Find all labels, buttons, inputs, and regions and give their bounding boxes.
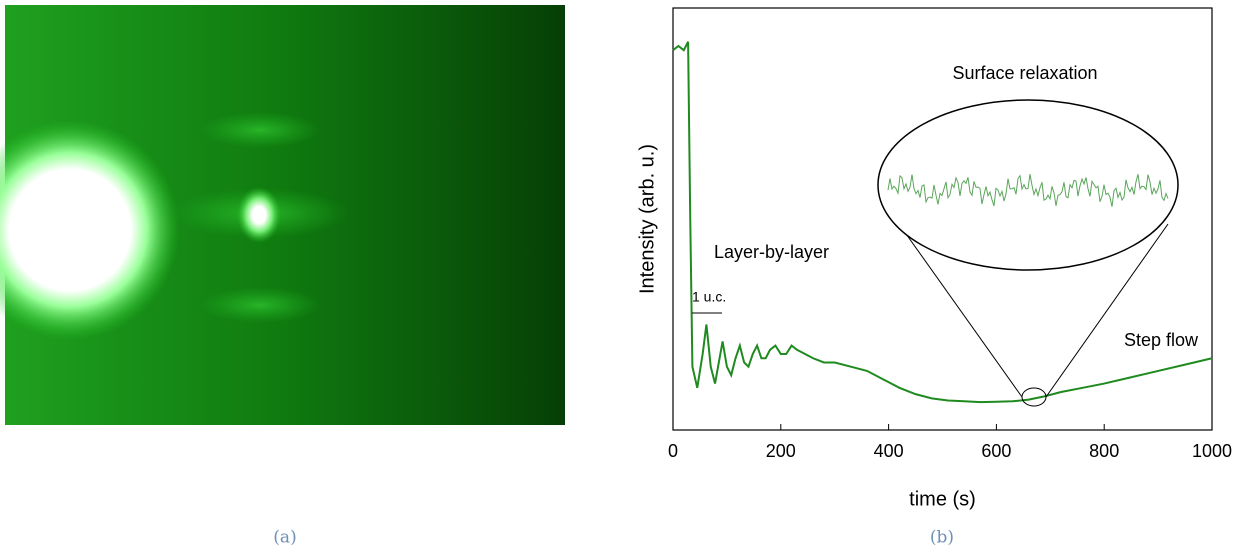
x-axis-label: time (s) xyxy=(909,488,976,510)
x-tick-label: 600 xyxy=(981,441,1011,461)
zoom-line xyxy=(898,223,1023,398)
caption: (b) xyxy=(930,528,954,548)
y-axis-label: Intensity (arb. u.) xyxy=(636,144,658,294)
annotation: Surface relaxation xyxy=(952,63,1097,83)
annotation: Layer-by-layer xyxy=(714,242,829,262)
x-tick-label: 400 xyxy=(874,441,904,461)
x-tick-label: 200 xyxy=(766,441,796,461)
rheed-image xyxy=(0,5,565,425)
x-tick-label: 800 xyxy=(1089,441,1119,461)
x-tick-label: 0 xyxy=(668,441,678,461)
annotation: Step flow xyxy=(1124,330,1199,350)
zoom-line xyxy=(1045,223,1169,398)
plot: 0 200 400 600 800 1000 time (s) Intensity (arb.… xyxy=(636,7,1232,510)
inset-trace xyxy=(887,174,1169,207)
data-line xyxy=(672,41,1213,404)
annotation: 1 u.c. xyxy=(692,289,726,305)
x-tick-label: 1000 xyxy=(1192,441,1232,461)
caption: (a) xyxy=(273,528,296,548)
plot-frame xyxy=(672,7,1213,431)
